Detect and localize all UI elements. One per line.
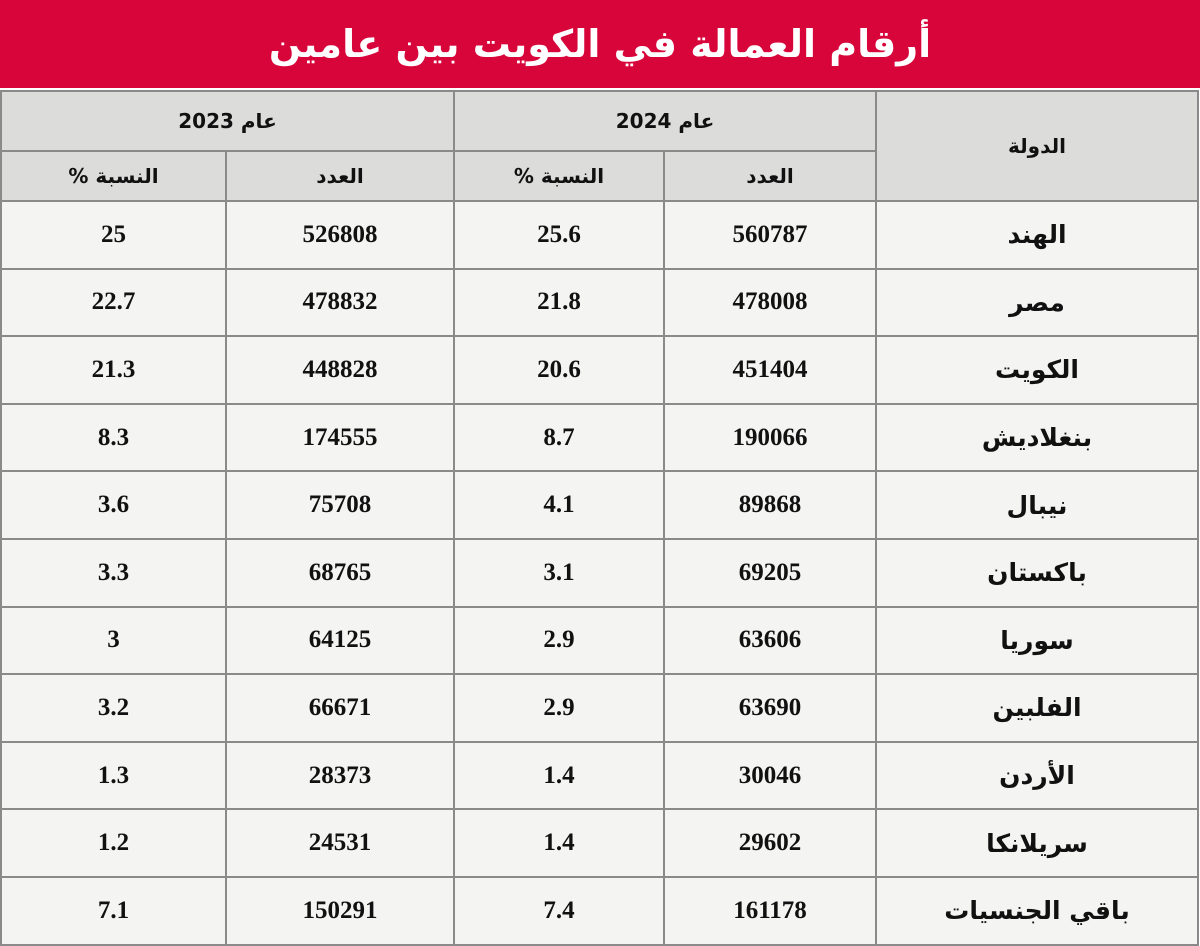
header-country: الدولة [875, 90, 1199, 202]
country-cell: نيبال [875, 470, 1199, 540]
table-row: 3 64125 2.9 63606 سوريا [0, 605, 1199, 676]
percent-2024-cell: 3.1 [453, 537, 665, 608]
table-row: 1.3 28373 1.4 30046 الأردن [0, 740, 1199, 811]
percent-2024-cell: 20.6 [453, 335, 665, 405]
table-title: أرقام العمالة في الكويت بين عامين [0, 0, 1200, 88]
header-count-2023: العدد [225, 150, 455, 202]
count-2024-cell: 63606 [663, 605, 877, 676]
percent-2023-cell: 1.2 [0, 808, 227, 878]
count-2024-cell: 63690 [663, 673, 877, 743]
country-cell: سريلانكا [875, 808, 1199, 878]
table-row: 7.1 150291 7.4 161178 باقي الجنسيات [0, 875, 1199, 946]
percent-2024-cell: 1.4 [453, 740, 665, 811]
count-2023-cell: 526808 [225, 200, 455, 270]
percent-2023-cell: 3.6 [0, 470, 227, 540]
percent-2023-cell: 22.7 [0, 267, 227, 338]
count-2023-cell: 448828 [225, 335, 455, 405]
table-row: 3.2 66671 2.9 63690 الفلبين [0, 673, 1199, 743]
country-cell: الأردن [875, 740, 1199, 811]
country-cell: باكستان [875, 537, 1199, 608]
table-row: 21.3 448828 20.6 451404 الكويت [0, 335, 1199, 405]
table-row: 1.2 24531 1.4 29602 سريلانكا [0, 808, 1199, 878]
count-2023-cell: 28373 [225, 740, 455, 811]
count-2023-cell: 66671 [225, 673, 455, 743]
percent-2023-cell: 3.3 [0, 537, 227, 608]
percent-2023-cell: 7.1 [0, 875, 227, 946]
percent-2024-cell: 21.8 [453, 267, 665, 338]
header-year-2023: عام 2023 [0, 90, 455, 152]
count-2023-cell: 75708 [225, 470, 455, 540]
table-row: 8.3 174555 8.7 190066 بنغلاديش [0, 402, 1199, 473]
percent-2024-cell: 4.1 [453, 470, 665, 540]
percent-2023-cell: 3 [0, 605, 227, 676]
count-2024-cell: 29602 [663, 808, 877, 878]
header-percent-2023: النسبة % [0, 150, 227, 202]
percent-2024-cell: 8.7 [453, 402, 665, 473]
percent-2023-cell: 1.3 [0, 740, 227, 811]
count-2024-cell: 89868 [663, 470, 877, 540]
percent-2024-cell: 1.4 [453, 808, 665, 878]
count-2024-cell: 560787 [663, 200, 877, 270]
country-cell: الكويت [875, 335, 1199, 405]
table-row: 25 526808 25.6 560787 الهند [0, 200, 1199, 270]
country-cell: مصر [875, 267, 1199, 338]
percent-2024-cell: 2.9 [453, 673, 665, 743]
employment-table: عام 2023 عام 2024 الدولة النسبة % العدد … [0, 90, 1199, 946]
count-2024-cell: 451404 [663, 335, 877, 405]
header-percent-2024: النسبة % [453, 150, 665, 202]
count-2024-cell: 190066 [663, 402, 877, 473]
count-2024-cell: 161178 [663, 875, 877, 946]
country-cell: الفلبين [875, 673, 1199, 743]
percent-2023-cell: 21.3 [0, 335, 227, 405]
table-row: 22.7 478832 21.8 478008 مصر [0, 267, 1199, 338]
count-2023-cell: 174555 [225, 402, 455, 473]
country-cell: سوريا [875, 605, 1199, 676]
table-row: 3.6 75708 4.1 89868 نيبال [0, 470, 1199, 540]
country-cell: باقي الجنسيات [875, 875, 1199, 946]
count-2023-cell: 150291 [225, 875, 455, 946]
country-cell: بنغلاديش [875, 402, 1199, 473]
header-count-2024: العدد [663, 150, 877, 202]
count-2023-cell: 68765 [225, 537, 455, 608]
count-2023-cell: 24531 [225, 808, 455, 878]
percent-2023-cell: 8.3 [0, 402, 227, 473]
header-year-2024: عام 2024 [453, 90, 877, 152]
count-2024-cell: 478008 [663, 267, 877, 338]
count-2024-cell: 30046 [663, 740, 877, 811]
count-2023-cell: 64125 [225, 605, 455, 676]
percent-2024-cell: 25.6 [453, 200, 665, 270]
count-2023-cell: 478832 [225, 267, 455, 338]
percent-2024-cell: 2.9 [453, 605, 665, 676]
table-row: 3.3 68765 3.1 69205 باكستان [0, 537, 1199, 608]
percent-2023-cell: 25 [0, 200, 227, 270]
count-2024-cell: 69205 [663, 537, 877, 608]
country-cell: الهند [875, 200, 1199, 270]
percent-2024-cell: 7.4 [453, 875, 665, 946]
percent-2023-cell: 3.2 [0, 673, 227, 743]
